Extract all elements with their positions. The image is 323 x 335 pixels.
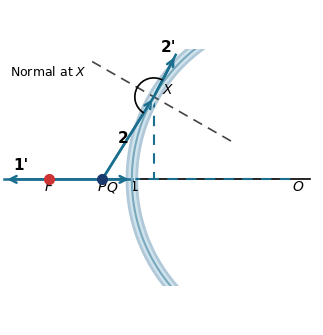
Text: 1: 1 <box>130 180 139 194</box>
Text: 2': 2' <box>161 41 176 56</box>
Text: Normal at $X$: Normal at $X$ <box>10 65 87 79</box>
Text: 1': 1' <box>13 158 28 174</box>
Text: 2: 2 <box>117 131 128 146</box>
Text: $O$: $O$ <box>292 180 304 194</box>
Text: $P$: $P$ <box>97 180 107 194</box>
Text: $X$: $X$ <box>162 83 174 97</box>
Text: $F$: $F$ <box>44 180 54 194</box>
Text: $Q$: $Q$ <box>106 180 118 195</box>
